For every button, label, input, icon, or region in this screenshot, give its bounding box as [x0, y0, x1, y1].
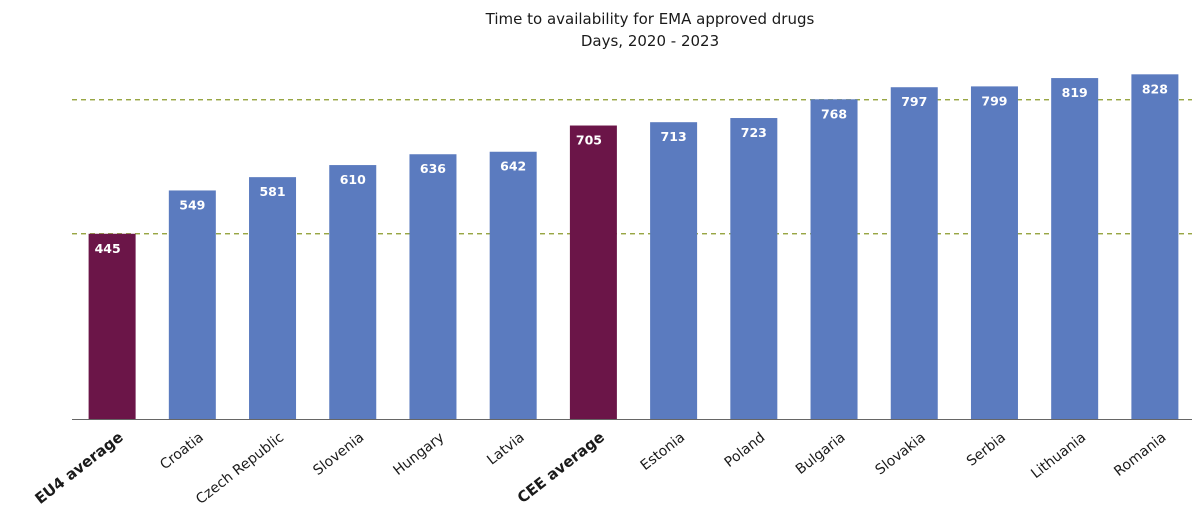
category-label-lithuania: Lithuania: [1028, 430, 1089, 483]
category-label-poland: Poland: [722, 430, 769, 471]
category-label-slovakia: Slovakia: [873, 430, 929, 479]
category-label-czech-republic: Czech Republic: [193, 430, 287, 508]
bar-slovakia: [890, 87, 938, 419]
category-label-romania: Romania: [1111, 430, 1169, 480]
bar-romania: [1131, 74, 1179, 420]
bar-slovenia: [329, 165, 377, 419]
category-label-serbia: Serbia: [964, 430, 1009, 470]
bar-estonia: [650, 122, 698, 419]
category-label-bulgaria: Bulgaria: [793, 430, 849, 478]
data-label-slovenia: 610: [340, 172, 366, 187]
bar-cee-average: [569, 125, 617, 419]
data-label-hungary: 636: [420, 161, 446, 176]
data-label-lithuania: 819: [1062, 85, 1088, 100]
bar-poland: [730, 118, 778, 419]
data-label-czech-republic: 581: [259, 184, 285, 199]
chart-title: Time to availability for EMA approved dr…: [485, 10, 815, 28]
data-label-latvia: 642: [500, 159, 526, 174]
category-label-croatia: Croatia: [157, 430, 207, 474]
reference-lines: [72, 99, 1192, 235]
category-label-latvia: Latvia: [484, 430, 527, 469]
data-label-eu4-average: 445: [95, 241, 121, 256]
data-label-serbia: 799: [981, 93, 1007, 108]
bar-hungary: [409, 154, 457, 419]
data-label-slovakia: 797: [901, 94, 927, 109]
category-label-hungary: Hungary: [390, 430, 447, 479]
data-label-poland: 723: [741, 125, 767, 140]
bar-serbia: [970, 86, 1018, 420]
data-label-cee-average: 705: [576, 133, 602, 148]
data-label-bulgaria: 768: [821, 106, 847, 121]
data-label-estonia: 713: [661, 129, 687, 144]
bars-group: [88, 74, 1179, 420]
data-labels-group: 445 549 581 610 636 642 705 713 723 768 797 799 819 8…: [95, 81, 1168, 255]
category-label-slovenia: Slovenia: [310, 430, 367, 479]
data-label-croatia: 549: [179, 197, 205, 212]
bar-czech-republic: [249, 177, 297, 419]
bar-lithuania: [1051, 78, 1099, 419]
bar-croatia: [168, 190, 216, 419]
bar-eu4-average: [88, 233, 136, 419]
bar-bulgaria: [810, 99, 858, 420]
chart-subtitle: Days, 2020 - 2023: [581, 32, 719, 50]
bar-latvia: [489, 151, 537, 419]
category-label-eu4-average: EU4 average: [31, 428, 126, 508]
data-label-romania: 828: [1142, 81, 1168, 96]
category-label-cee-average: CEE average: [514, 428, 608, 507]
category-label-estonia: Estonia: [638, 430, 688, 474]
